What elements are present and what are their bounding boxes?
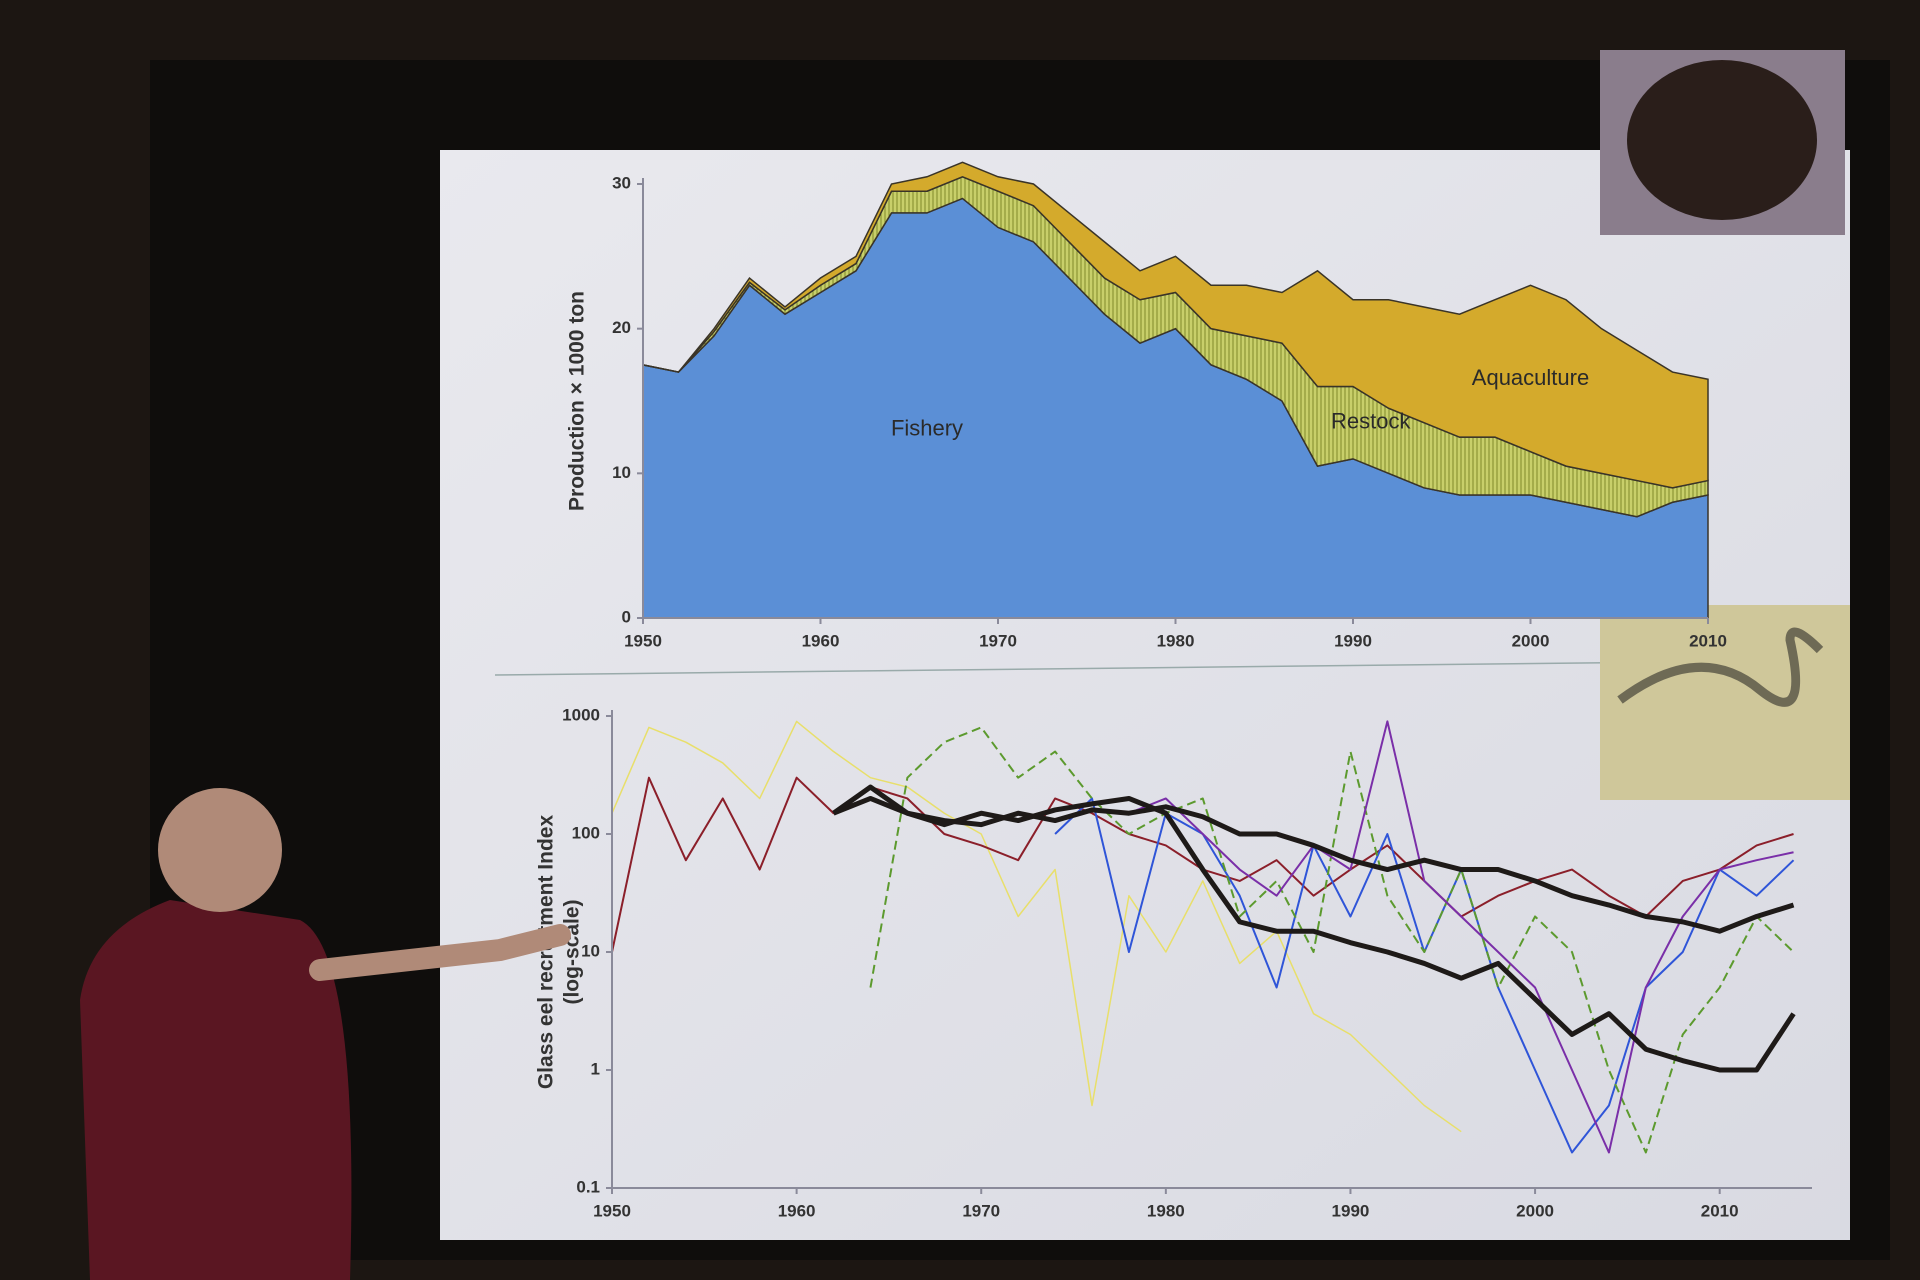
y-tick-label: 10 [612,463,631,482]
x-tick-label: 2000 [1516,1201,1554,1220]
glass-eel [1617,627,1824,707]
x-tick-label: 1950 [593,1201,631,1220]
production-chart: Fishery Restock Aquaculture 0 10 20 30 1950 1960… [566,161,1727,650]
x-tick-label: 1990 [1332,1201,1370,1220]
area-label: Restock [1331,409,1411,434]
y-tick-label: 30 [612,173,631,192]
x-tick-label: 2010 [1701,1201,1739,1220]
series-line [832,795,1795,934]
x-tick-label: 1960 [778,1201,816,1220]
x-tick-label: 1970 [962,1201,1000,1220]
x-tick-label: 1950 [624,631,662,650]
x-tick-label: 1980 [1157,631,1195,650]
y-tick-label: 1000 [562,705,600,724]
y-tick-label: 10 [581,941,600,960]
x-tick-label: 2010 [1689,631,1727,650]
presenter [80,900,352,1280]
x-tick-label: 1990 [1334,631,1372,650]
recruitment-chart: 0.1 1 10 100 1000 1950 1960 1970 1980 1990 2000 201… [535,705,1812,1220]
y-tick-label: 100 [572,823,600,842]
y-tick-label: 0 [622,607,631,626]
presenter-head [158,788,282,912]
x-tick-label: 1980 [1147,1201,1185,1220]
series-line [869,726,1795,1154]
series-line [611,720,1462,1133]
y-tick-label: 0.1 [576,1177,600,1196]
eel-photo-content [1627,60,1817,220]
presenter-arm [309,924,571,981]
series-line [1128,720,1794,1154]
y-axis-label: Glass eel recruitment Index [535,815,558,1090]
series-line [832,784,1796,1073]
area-label: Aquaculture [1472,365,1589,390]
x-tick-label: 2000 [1512,631,1550,650]
area-label: Fishery [891,416,963,441]
area [642,161,1709,489]
y-tick-label: 1 [591,1059,600,1078]
x-tick-label: 1970 [979,631,1017,650]
y-axis-label: Production × 1000 ton [566,291,589,511]
y-tick-label: 20 [612,318,631,337]
y-axis-label: (log-scale) [561,899,584,1004]
x-tick-label: 1960 [802,631,840,650]
